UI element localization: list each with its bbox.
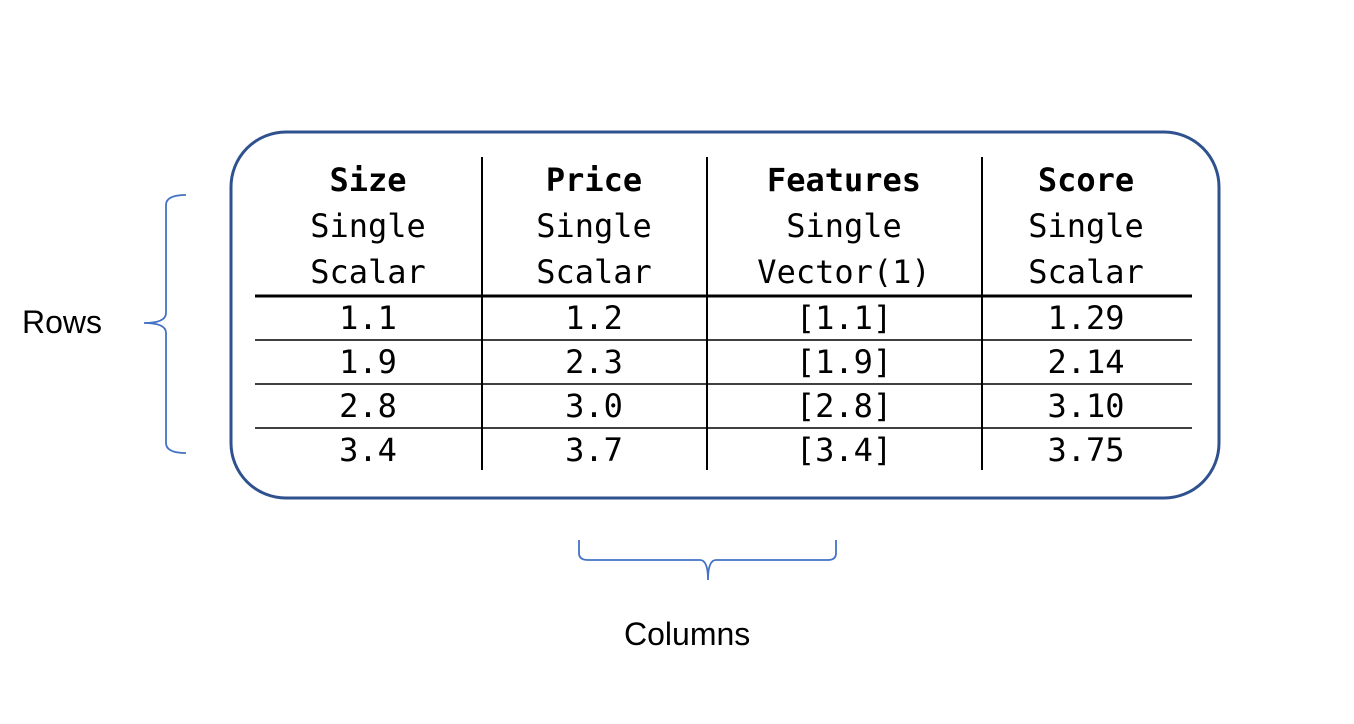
table-cell: 1.2 (565, 299, 623, 337)
column-header-features: Features Single Vector(1) (757, 157, 930, 295)
rows-label: Rows (22, 304, 103, 340)
columns-label: Columns (624, 616, 751, 652)
rows-brace (143, 194, 187, 454)
column-kind: Single (786, 207, 902, 245)
column-name: Price (545, 161, 643, 199)
column-type: Vector(1) (757, 253, 931, 291)
column-header-size: Size Single Scalar (310, 157, 426, 295)
column-type: Scalar (1028, 253, 1144, 291)
column-name: Size (329, 161, 407, 199)
table-cell: 1.1 (339, 299, 397, 337)
table-grid (255, 157, 1192, 470)
table-cell: 3.4 (339, 431, 397, 469)
column-type: Scalar (310, 253, 426, 291)
table-cell: 2.14 (1047, 343, 1125, 381)
column-name: Features (766, 161, 922, 199)
table-cell: 3.0 (565, 387, 623, 425)
column-header-price: Price Single Scalar (536, 157, 652, 295)
table-cell: [2.8] (795, 387, 893, 425)
table-cell: 3.75 (1047, 431, 1125, 469)
table-cell: [1.9] (795, 343, 893, 381)
table-container-box (229, 130, 1221, 500)
column-type: Scalar (536, 253, 652, 291)
table-cell: [3.4] (795, 431, 893, 469)
table-cell: 3.7 (565, 431, 623, 469)
column-name: Score (1037, 161, 1135, 199)
column-kind: Single (1028, 207, 1144, 245)
column-kind: Single (310, 207, 426, 245)
columns-brace (578, 540, 837, 581)
table-cell: 1.29 (1047, 299, 1125, 337)
column-kind: Single (536, 207, 652, 245)
table-cell: 3.10 (1047, 387, 1125, 425)
table-cell: [1.1] (795, 299, 893, 337)
column-header-score: Score Single Scalar (1028, 157, 1144, 295)
table-cell: 1.9 (339, 343, 397, 381)
table-cell: 2.8 (339, 387, 397, 425)
table-cell: 2.3 (565, 343, 623, 381)
